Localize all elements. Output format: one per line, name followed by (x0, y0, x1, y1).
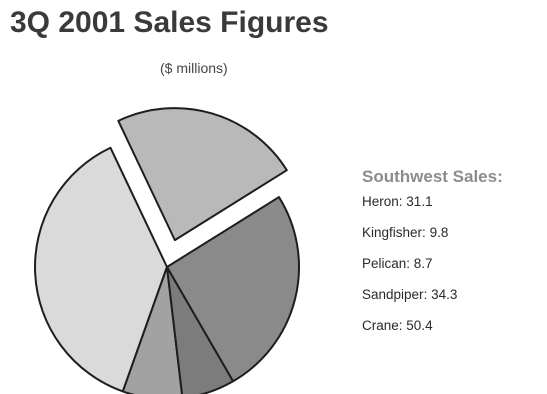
legend-value: 8.7 (413, 256, 433, 271)
legend-entry-heron: Heron: 31.1 (362, 195, 547, 226)
legend-separator: : (406, 256, 414, 271)
legend-entry-crane: Crane: 50.4 (362, 319, 547, 350)
legend: Southwest Sales: Heron: 31.1 Kingfisher: … (362, 168, 547, 350)
legend-value: 34.3 (431, 287, 458, 302)
legend-value: 50.4 (406, 318, 433, 333)
legend-label: Kingfisher (362, 225, 423, 240)
legend-entries: Heron: 31.1 Kingfisher: 9.8 Pelican: 8.7 Sa… (362, 195, 547, 350)
pie-slice-kingfisher (121, 266, 184, 394)
chart-title: 3Q 2001 Sales Figures (10, 6, 329, 39)
legend-label: Crane (362, 318, 399, 333)
legend-value: 9.8 (429, 225, 449, 240)
legend-label: Sandpiper (362, 287, 424, 302)
legend-label: Pelican (362, 256, 407, 271)
legend-label: Heron (362, 194, 399, 209)
legend-value: 31.1 (406, 194, 433, 209)
legend-entry-pelican: Pelican: 8.7 (362, 257, 547, 288)
pie-slices (34, 107, 300, 394)
legend-separator: : (398, 194, 407, 209)
legend-title: Southwest Sales: (362, 167, 503, 186)
legend-separator: : (398, 318, 407, 333)
legend-separator: : (423, 287, 432, 302)
pie-slice-heron (117, 107, 288, 242)
pie-slice-sandpiper (166, 196, 300, 383)
chart-subtitle: ($ millions) (160, 60, 228, 76)
legend-entry-kingfisher: Kingfisher: 9.8 (362, 226, 547, 257)
legend-entry-sandpiper: Sandpiper: 34.3 (362, 288, 547, 319)
pie-slice-crane (34, 146, 168, 393)
legend-separator: : (422, 225, 430, 240)
